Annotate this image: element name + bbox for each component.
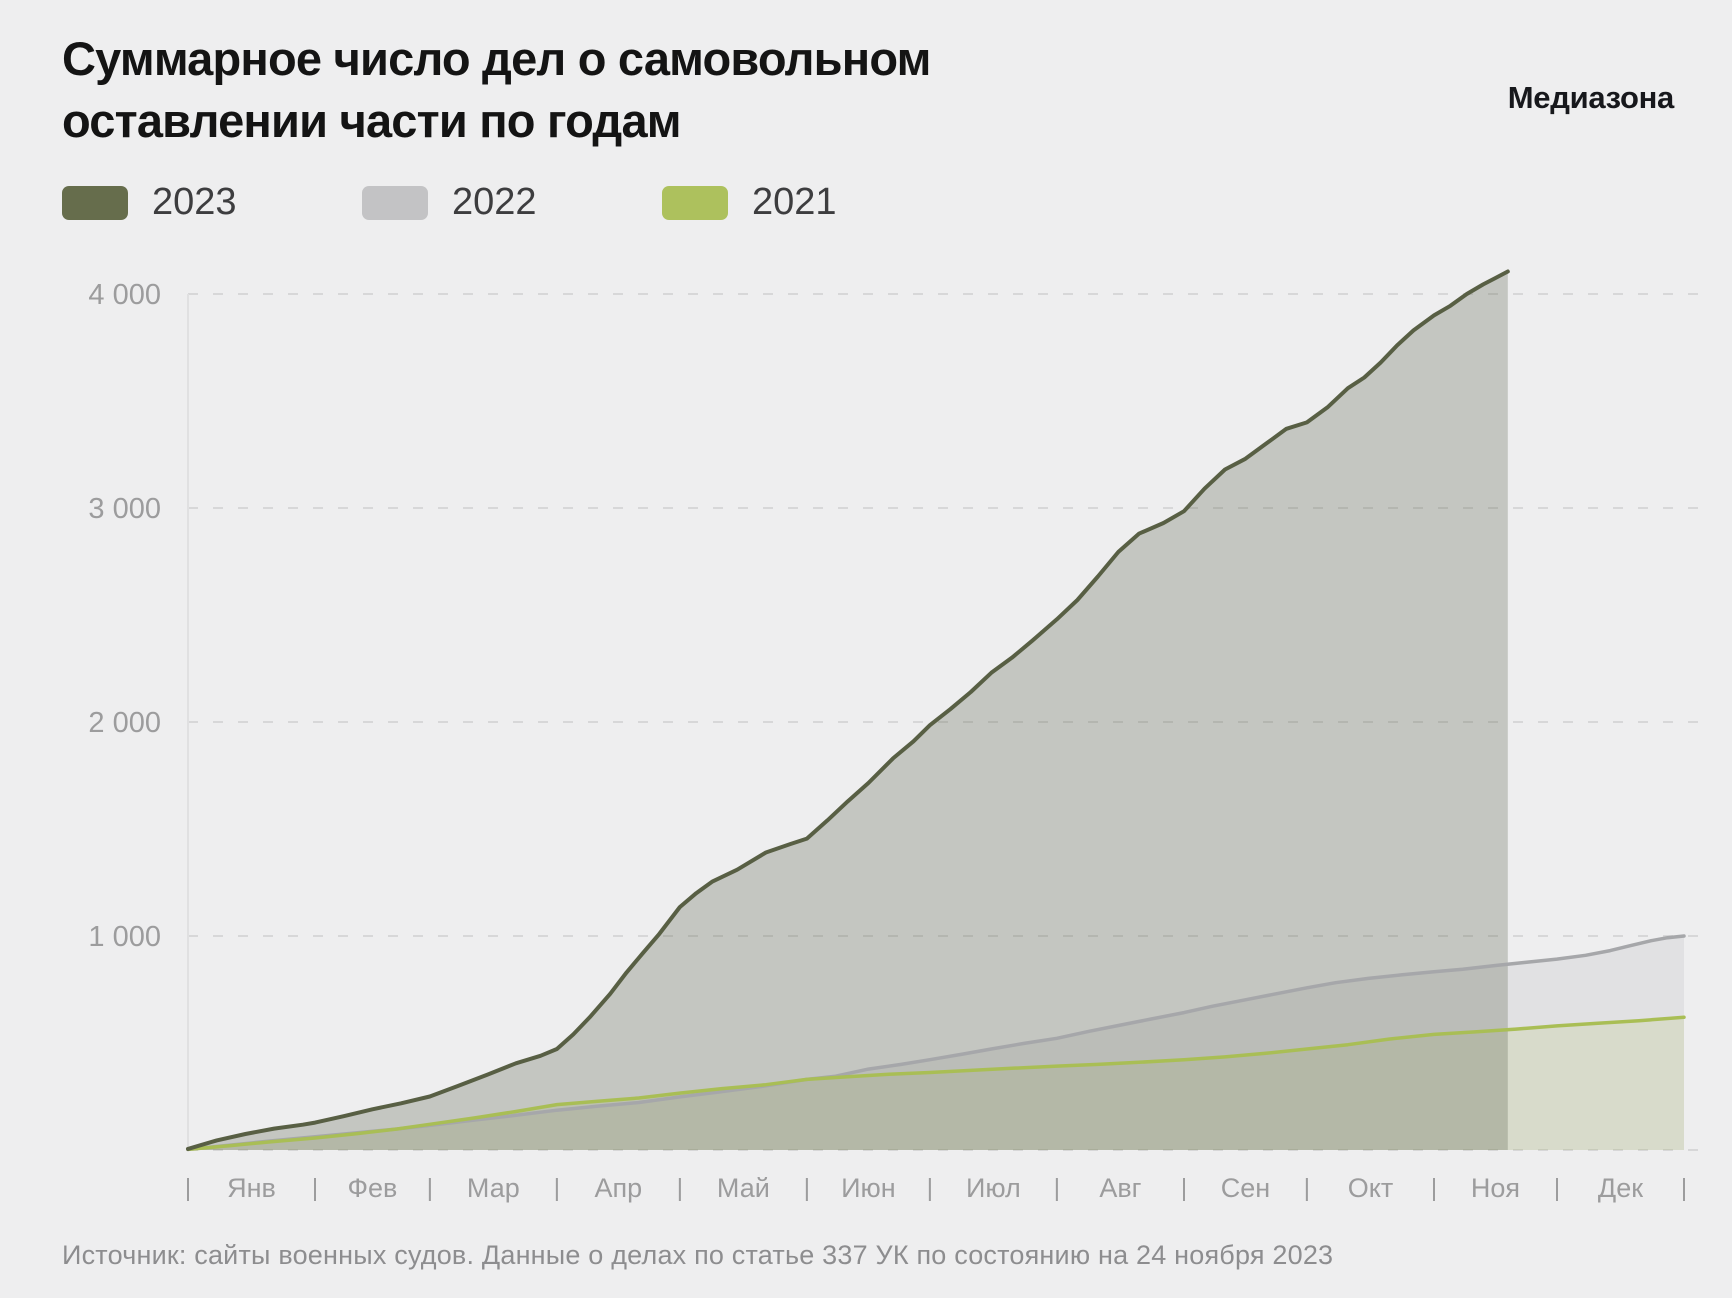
month-label-Ноя: Ноя	[1471, 1173, 1520, 1203]
series-2022-fill	[188, 936, 1684, 1150]
month-tick: |	[185, 1174, 192, 1202]
mediazona-logo: Медиазона	[1507, 80, 1675, 115]
month-label-Авг: Авг	[1099, 1173, 1141, 1203]
series-2021-fill	[188, 1017, 1684, 1150]
chart-title-line-1: Суммарное число дел о самовольном	[62, 32, 931, 85]
month-tick: |	[1681, 1174, 1688, 1202]
month-tick: |	[427, 1174, 434, 1202]
legend-label-2021: 2021	[752, 181, 837, 223]
month-label-Фев: Фев	[347, 1173, 397, 1203]
month-label-Окт: Окт	[1348, 1173, 1393, 1203]
y-tick-label-2000: 2 000	[88, 707, 161, 739]
month-tick: |	[554, 1174, 561, 1202]
month-tick: |	[927, 1174, 934, 1202]
gridlines	[188, 293, 1704, 1151]
month-label-Апр: Апр	[595, 1173, 643, 1203]
month-tick: |	[804, 1174, 811, 1202]
y-axis-labels: 1 000 2 000 3 000 4 000	[88, 279, 161, 953]
y-tick-label-4000: 4 000	[88, 279, 161, 311]
month-tick: |	[1181, 1174, 1188, 1202]
month-tick: |	[1431, 1174, 1438, 1202]
month-label-Июл: Июл	[966, 1173, 1021, 1203]
month-label-Дек: Дек	[1598, 1173, 1643, 1203]
month-label-Янв: Янв	[227, 1173, 276, 1203]
month-tick: |	[1304, 1174, 1311, 1202]
chart-title-line-2: оставлении части по годам	[62, 94, 682, 147]
month-label-Мар: Мар	[467, 1173, 520, 1203]
series-2021-line	[186, 1015, 1686, 1152]
series-2022-line	[186, 934, 1686, 1152]
legend-item-2023: 2023	[62, 181, 237, 224]
legend-swatch-2021	[662, 185, 728, 220]
month-tick: |	[1054, 1174, 1061, 1202]
legend-label-2023: 2023	[152, 181, 237, 223]
month-label-Июн: Июн	[841, 1173, 896, 1203]
month-tick: |	[312, 1174, 319, 1202]
y-tick-label-1000: 1 000	[88, 921, 161, 953]
series-2023-line	[186, 269, 1510, 1151]
month-label-Май: Май	[717, 1173, 770, 1203]
month-tick: |	[1554, 1174, 1561, 1202]
month-label-Сен: Сен	[1221, 1173, 1270, 1203]
y-tick-label-3000: 3 000	[88, 493, 161, 525]
chart-title: Суммарное число дел о самовольном оставл…	[62, 28, 931, 152]
x-axis-labels: | | | | | | | | | | | | | Янв Фев Мар Апр Май Июн Июл Авг Сен…	[185, 1173, 1688, 1203]
source-note: Источник: сайты военных судов. Данные о …	[62, 1240, 1334, 1270]
legend-item-2021: 2021	[662, 181, 837, 224]
legend-swatch-2022	[362, 185, 428, 220]
legend-label-2022: 2022	[452, 181, 537, 223]
series-lines	[186, 269, 1686, 1152]
month-tick: |	[677, 1174, 684, 1202]
series-fills	[188, 271, 1684, 1150]
legend-item-2022: 2022	[362, 181, 537, 224]
series-2023-fill	[188, 271, 1508, 1150]
legend-swatch-2023	[62, 185, 128, 220]
